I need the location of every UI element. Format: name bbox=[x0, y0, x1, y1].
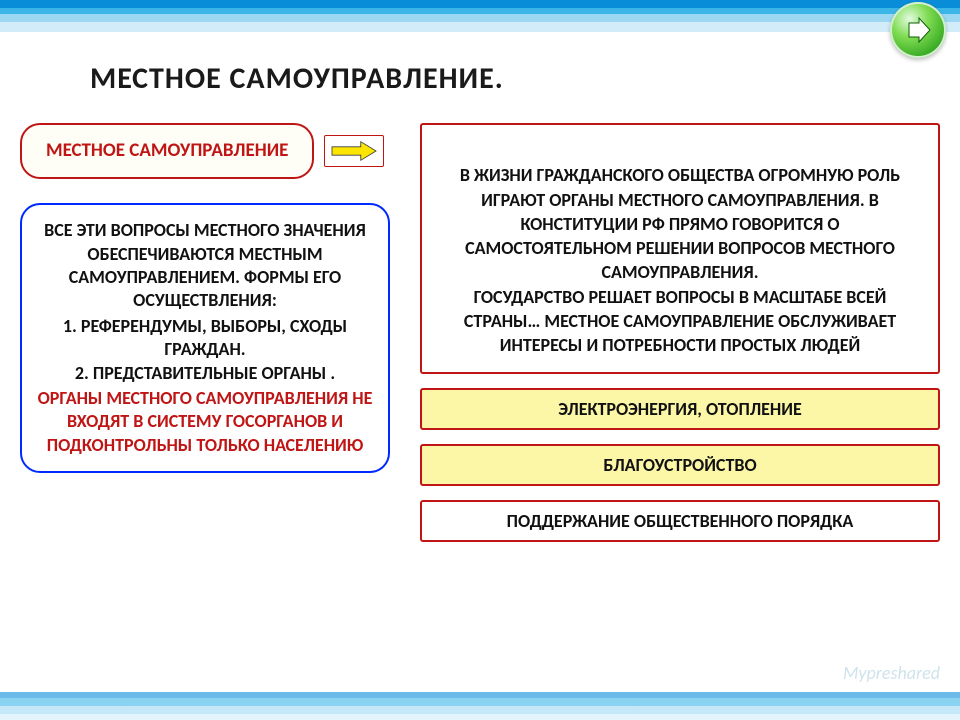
slide-content: МЕСТНОЕ САМОУПРАВЛЕНИЕ. МЕСТНОЕ САМОУПРА… bbox=[0, 32, 960, 720]
topic-badge: МЕСТНОЕ САМОУПРАВЛЕНИЕ bbox=[20, 123, 314, 179]
slide-title: МЕСТНОЕ САМОУПРАВЛЕНИЕ. bbox=[90, 60, 940, 97]
right-column: В ЖИЗНИ ГРАЖДАНСКОГО ОБЩЕСТВА ОГРОМНУЮ Р… bbox=[420, 123, 940, 542]
list-item-label: ЭЛЕКТРОЭНЕРГИЯ, ОТОПЛЕНИЕ bbox=[558, 398, 802, 420]
arrow-right-icon bbox=[903, 15, 933, 45]
left-column: МЕСТНОЕ САМОУПРАВЛЕНИЕ ВСЕ ЭТИ ВОПРОСЫ М… bbox=[20, 123, 390, 473]
arrow-right-icon bbox=[328, 140, 380, 162]
list-item: ПОДДЕРЖАНИЕ ОБЩЕСТВЕННОГО ПОРЯДКА bbox=[420, 500, 940, 542]
list-item: ЭЛЕКТРОЭНЕРГИЯ, ОТОПЛЕНИЕ bbox=[420, 388, 940, 430]
left-desc-black: ВСЕ ЭТИ ВОПРОСЫ МЕСТНОГО ЗНАЧЕНИЯ ОБЕСПЕ… bbox=[44, 219, 366, 311]
main-text: В ЖИЗНИ ГРАЖДАНСКОГО ОБЩЕСТВА ОГРОМНУЮ Р… bbox=[460, 164, 900, 356]
watermark-text: Mypreshared bbox=[843, 662, 940, 684]
list-item-label: ПОДДЕРЖАНИЕ ОБЩЕСТВЕННОГО ПОРЯДКА bbox=[507, 510, 854, 532]
next-slide-button[interactable] bbox=[890, 2, 946, 58]
list-item: БЛАГОУСТРОЙСТВО bbox=[420, 444, 940, 486]
left-description-box: ВСЕ ЭТИ ВОПРОСЫ МЕСТНОГО ЗНАЧЕНИЯ ОБЕСПЕ… bbox=[20, 203, 390, 473]
left-desc-red: ОРГАНЫ МЕСТНОГО САМОУПРАВЛЕНИЯ НЕ ВХОДЯТ… bbox=[32, 387, 378, 457]
top-decor-stripe bbox=[0, 0, 960, 32]
bottom-decor-stripe bbox=[0, 692, 960, 720]
columns: МЕСТНОЕ САМОУПРАВЛЕНИЕ ВСЕ ЭТИ ВОПРОСЫ М… bbox=[20, 123, 940, 542]
list-item-label: БЛАГОУСТРОЙСТВО bbox=[603, 454, 756, 476]
main-text-box: В ЖИЗНИ ГРАЖДАНСКОГО ОБЩЕСТВА ОГРОМНУЮ Р… bbox=[420, 123, 940, 374]
topic-badge-text: МЕСТНОЕ САМОУПРАВЛЕНИЕ bbox=[46, 139, 288, 162]
arrow-box bbox=[324, 135, 384, 167]
left-desc-list: 1. РЕФЕРЕНДУМЫ, ВЫБОРЫ, СХОДЫ ГРАЖДАН. 2… bbox=[32, 315, 378, 385]
badge-row: МЕСТНОЕ САМОУПРАВЛЕНИЕ bbox=[20, 123, 390, 179]
